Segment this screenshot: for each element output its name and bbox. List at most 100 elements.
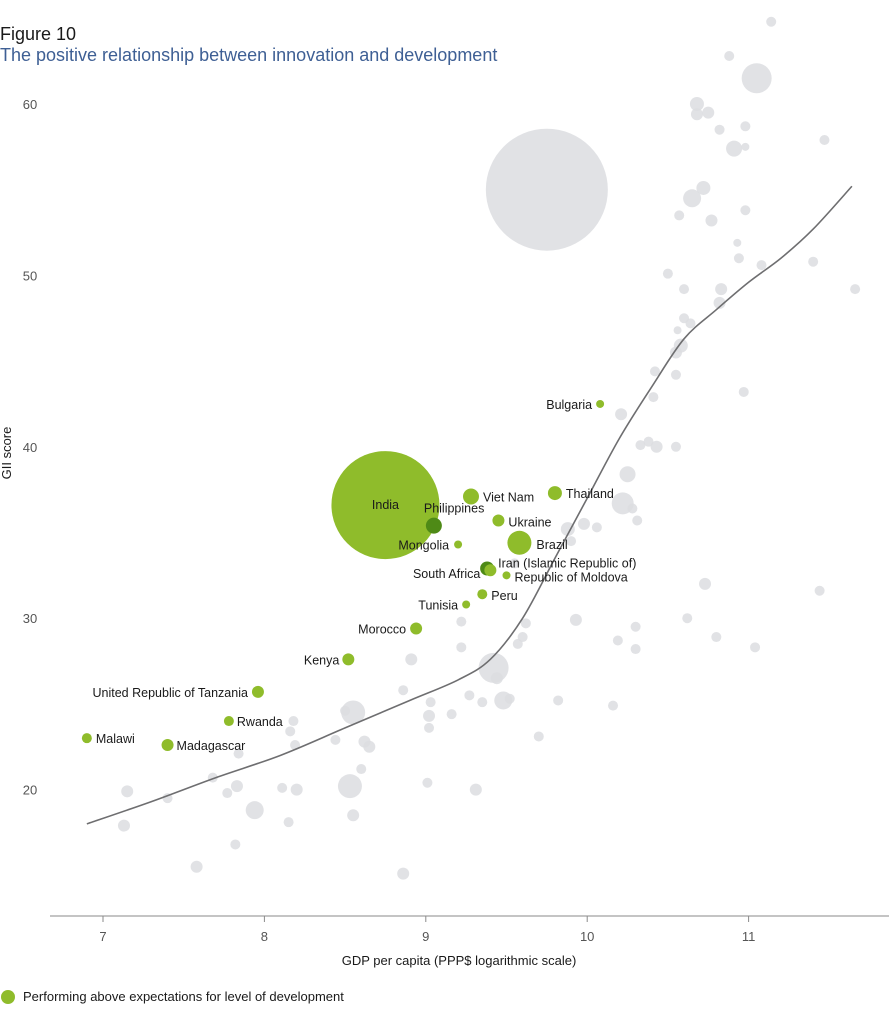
y-tick-label: 50 <box>23 268 37 283</box>
economy-bubble <box>740 205 751 216</box>
economy-bubble <box>290 783 303 796</box>
legend-label: Performing above expectations for level … <box>23 989 344 1004</box>
economy-bubble <box>714 124 725 135</box>
economy-bubble <box>612 635 623 646</box>
economy-bubble <box>456 642 467 653</box>
highlight-bubble-brazil <box>507 530 532 555</box>
highlight-bubble-malawi <box>81 733 92 744</box>
economy-bubble <box>696 180 711 195</box>
x-tick-label: 8 <box>261 929 268 944</box>
economy-bubble <box>702 106 715 119</box>
trend-line <box>86 185 853 825</box>
highlight-bubble-ukraine <box>492 514 505 527</box>
highlight-bubble-bulgaria <box>596 399 605 408</box>
economy-bubble <box>850 284 861 295</box>
economy-bubble <box>682 613 693 624</box>
economy-bubble <box>766 16 777 27</box>
other-economies-bubbles <box>117 16 861 880</box>
economy-bubble <box>446 709 457 720</box>
economy-bubble <box>423 709 436 722</box>
economy-bubble <box>485 128 608 251</box>
economy-label: Malawi <box>96 732 135 746</box>
economy-label: Bulgaria <box>546 398 592 412</box>
economy-bubble <box>740 121 751 132</box>
economy-bubble <box>669 346 682 359</box>
economy-bubble <box>464 690 475 701</box>
economy-bubble <box>277 782 288 793</box>
economy-bubble <box>615 408 628 421</box>
economy-bubble <box>819 134 830 145</box>
economy-bubble <box>424 722 435 733</box>
economy-bubble <box>814 585 825 596</box>
economy-bubble <box>643 436 654 447</box>
economy-bubble <box>648 392 659 403</box>
x-tick-label: 10 <box>580 929 594 944</box>
economy-bubble <box>190 860 203 873</box>
economy-bubble <box>715 283 728 296</box>
economy-bubble <box>724 51 735 62</box>
economy-bubble <box>733 238 742 247</box>
economy-bubble <box>233 748 244 759</box>
highlight-bubble-rwanda <box>223 716 234 727</box>
economy-bubble <box>356 764 367 775</box>
highlight-bubble-madagascar <box>161 739 174 752</box>
economy-bubble <box>650 440 663 453</box>
y-axis-ticks: 20 30 40 50 60 <box>23 97 37 798</box>
x-axis-label: GDP per capita (PPP$ logarithmic scale) <box>342 953 577 968</box>
economy-bubble <box>230 780 243 793</box>
economy-bubble <box>347 809 360 822</box>
economy-bubble <box>670 441 681 452</box>
economy-label: South Africa <box>413 567 480 581</box>
economy-bubble <box>509 558 520 569</box>
economy-bubble <box>630 621 641 632</box>
economy-bubble <box>560 522 575 537</box>
economy-bubble <box>608 700 619 711</box>
highlight-bubble-republic-of-moldova <box>502 571 511 580</box>
economy-bubble <box>283 817 294 828</box>
y-tick-label: 20 <box>23 783 37 798</box>
chart-title: The positive relationship between innova… <box>0 45 498 65</box>
economy-bubble <box>619 466 636 483</box>
economy-label: Viet Nam <box>483 491 534 505</box>
highlight-bubble-united-republic-of-tanzania <box>251 685 264 698</box>
highlighted-economies-bubbles <box>81 399 605 752</box>
economy-bubble <box>705 214 718 227</box>
x-tick-label: 7 <box>99 929 106 944</box>
economy-bubble <box>222 788 233 799</box>
economy-bubble <box>808 256 819 267</box>
economy-label: Brazil <box>536 538 567 552</box>
economy-bubble <box>630 644 641 655</box>
economy-bubble <box>330 734 341 745</box>
economy-label: Tunisia <box>418 598 458 612</box>
economy-bubble <box>738 386 749 397</box>
economy-bubble <box>245 801 264 820</box>
economy-bubble <box>683 189 702 208</box>
economy-bubble <box>741 142 750 151</box>
y-tick-label: 40 <box>23 440 37 455</box>
economy-bubble <box>635 440 646 451</box>
economy-bubble <box>566 536 577 547</box>
economy-label: Kenya <box>304 653 339 667</box>
highlight-bubble-philippines <box>425 517 442 534</box>
x-axis-ticks: 7 8 9 10 11 <box>99 916 755 944</box>
economy-bubble <box>290 740 301 751</box>
economy-bubble <box>398 685 409 696</box>
highlight-bubble-peru <box>477 589 488 600</box>
economy-label: Ukraine <box>508 516 551 530</box>
economy-label: Republic of Moldova <box>515 570 628 584</box>
economy-bubble <box>670 369 681 380</box>
highlight-bubble-south-africa <box>484 564 497 577</box>
x-tick-label: 11 <box>742 929 756 944</box>
legend-swatch-icon <box>1 989 15 1004</box>
highlight-bubble-thailand <box>547 486 562 501</box>
economy-bubble <box>425 697 436 708</box>
economy-bubble <box>649 366 660 377</box>
y-tick-label: 30 <box>23 611 37 626</box>
economy-label: Mongolia <box>398 538 449 552</box>
economy-bubble <box>162 793 173 804</box>
economy-bubble <box>285 726 296 737</box>
economy-bubble <box>553 695 564 706</box>
economy-bubble <box>662 268 673 279</box>
economy-label: United Republic of Tanzania <box>93 686 248 700</box>
